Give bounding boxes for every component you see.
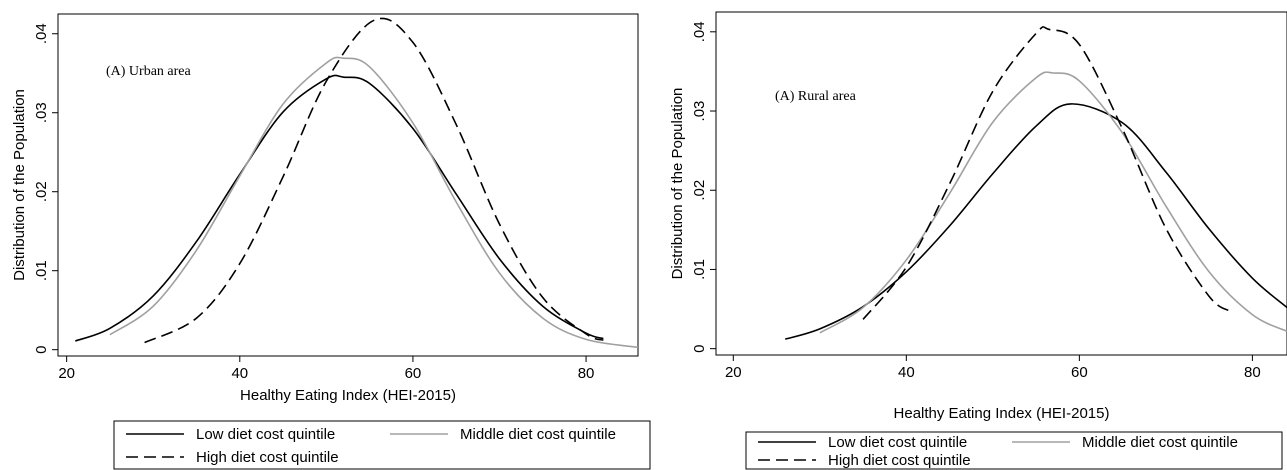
y-tick-label: .01 — [691, 259, 708, 280]
series-line — [144, 17, 604, 344]
y-tick-label: .03 — [691, 101, 708, 122]
y-axis-title: Distribution of the Population — [11, 89, 28, 281]
y-tick-label: .01 — [33, 260, 50, 281]
legend — [745, 431, 1283, 470]
y-tick-label: .03 — [33, 102, 50, 123]
x-axis-title: Healthy Eating Index (HEI-2015) — [240, 387, 456, 404]
y-tick-label: 0 — [691, 344, 708, 352]
y-axis-title: Distribution of the Population — [669, 88, 686, 280]
series-line — [819, 71, 1287, 334]
series-line — [75, 74, 604, 342]
plot-frame — [715, 11, 1287, 356]
x-tick-label: 60 — [405, 365, 422, 382]
legend-label: Low diet cost quintile — [196, 426, 335, 443]
y-tick-label: .02 — [33, 181, 50, 202]
legend-label: High diet cost quintile — [196, 449, 339, 466]
y-tick-label: .04 — [691, 21, 708, 42]
legend-label: High diet cost quintile — [828, 452, 971, 469]
chart-panel: 20 40 60 80 0 .01 .02 .03 .04 Healthy Eating Inde… — [11, 13, 651, 470]
x-tick-label: 60 — [1071, 364, 1088, 381]
y-tick-label: .04 — [33, 23, 50, 44]
x-tick-label: 20 — [58, 365, 75, 382]
x-tick-label: 40 — [231, 365, 248, 382]
y-tick-label: .02 — [691, 180, 708, 201]
chart-panel: 20 40 60 80 0 .01 .02 .03 .04 Healthy Eating Inde… — [669, 11, 1287, 470]
x-axis-title: Healthy Eating Index (HEI-2015) — [894, 405, 1110, 422]
legend-label: Middle diet cost quintile — [460, 426, 616, 443]
panel-annotation: (A) Rural area — [775, 89, 857, 104]
plot-frame — [57, 13, 639, 357]
series-line — [109, 56, 638, 349]
x-tick-label: 80 — [578, 365, 595, 382]
legend-label: Middle diet cost quintile — [1082, 434, 1238, 451]
x-tick-label: 40 — [898, 364, 915, 381]
legend — [113, 420, 651, 470]
legend-label: Low diet cost quintile — [828, 434, 967, 451]
panel-annotation: (A) Urban area — [106, 64, 192, 79]
y-tick-label: 0 — [33, 346, 50, 354]
x-tick-label: 80 — [1244, 364, 1261, 381]
x-tick-label: 20 — [725, 364, 742, 381]
series-line — [862, 26, 1232, 320]
